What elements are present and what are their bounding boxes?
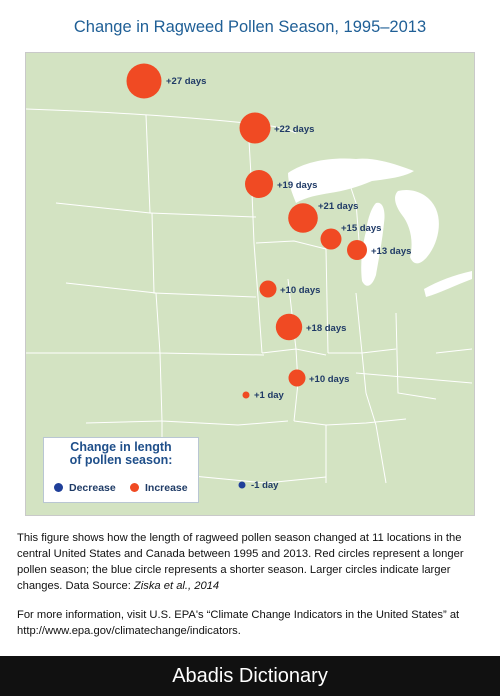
location-marker[interactable] — [259, 280, 277, 298]
legend-title-line: of pollen season: — [69, 453, 173, 467]
location-label: +27 days — [166, 76, 206, 87]
data-source-reference: Ziska et al., 2014 — [133, 580, 220, 592]
increase-dot-icon — [130, 483, 139, 492]
location-marker[interactable] — [239, 112, 271, 144]
location-label: +22 days — [274, 124, 314, 135]
figure-caption: This figure shows how the length of ragw… — [17, 530, 487, 652]
location-marker[interactable] — [288, 203, 318, 233]
location-markers — [126, 63, 367, 489]
legend-item-decrease: Decrease — [54, 482, 116, 494]
legend-decrease-label: Decrease — [69, 482, 116, 494]
legend-title: Change in length of pollen season: — [44, 441, 198, 467]
location-label: +10 days — [309, 374, 349, 385]
location-marker[interactable] — [347, 240, 367, 260]
location-label: +21 days — [318, 201, 358, 212]
location-label: -1 day — [251, 480, 279, 491]
legend-title-line: Change in length — [70, 440, 172, 454]
caption-paragraph: This figure shows how the length of ragw… — [17, 530, 487, 594]
location-marker[interactable] — [320, 228, 342, 250]
location-marker[interactable] — [238, 481, 246, 489]
location-marker[interactable] — [245, 170, 273, 198]
location-marker[interactable] — [275, 313, 303, 341]
site-footer-banner: Abadis Dictionary — [0, 656, 500, 696]
location-label: +1 day — [254, 390, 285, 401]
legend-increase-label: Increase — [145, 482, 188, 494]
location-label: +18 days — [306, 323, 346, 334]
decrease-dot-icon — [54, 483, 63, 492]
lake-erie — [424, 271, 472, 297]
lake-huron — [395, 189, 439, 264]
location-label: +13 days — [371, 246, 411, 257]
location-marker[interactable] — [126, 63, 162, 99]
location-marker[interactable] — [288, 369, 306, 387]
more-info-paragraph: For more information, visit U.S. EPA's “… — [17, 609, 460, 637]
lake-michigan — [361, 202, 385, 286]
map-title: Change in Ragweed Pollen Season, 1995–20… — [73, 18, 427, 36]
location-label: +10 days — [280, 285, 320, 296]
map-legend: Change in length of pollen season: Decre… — [43, 437, 199, 503]
lake-superior — [288, 158, 414, 203]
location-labels: +27 days +22 days +19 days +21 days +15 … — [166, 76, 411, 491]
legend-item-increase: Increase — [130, 482, 188, 494]
location-label: +15 days — [341, 223, 381, 234]
location-label: +19 days — [277, 180, 317, 191]
caption-text: This figure shows how the length of ragw… — [17, 532, 464, 592]
location-marker[interactable] — [242, 391, 250, 399]
